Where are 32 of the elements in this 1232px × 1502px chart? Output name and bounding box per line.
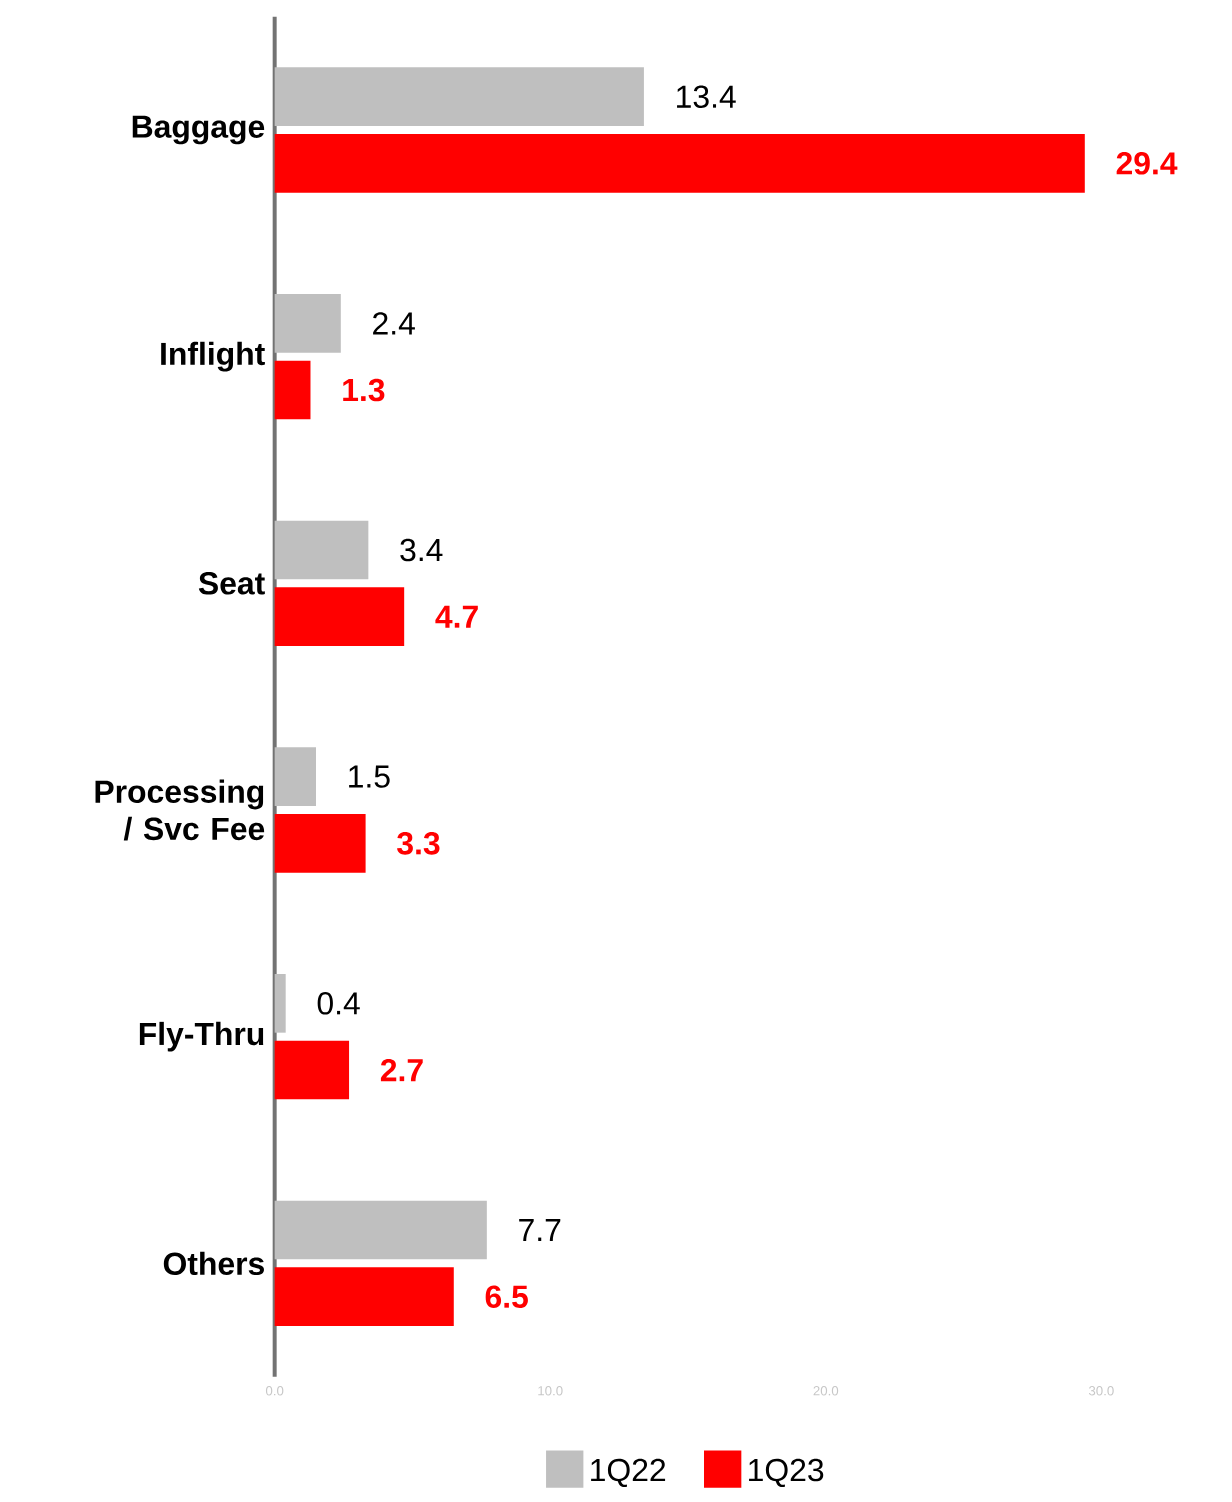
data-label: 2.4 [373,312,415,335]
data-label: 2.7 [380,1058,423,1082]
bar [274,67,644,127]
bar [274,134,1085,193]
data-label: 6.5 [485,1285,528,1308]
y-tick-label: Inflight [161,341,265,372]
data-label: 1.3 [343,378,385,402]
y-tick-label: Seat [198,572,265,595]
bar [274,360,311,420]
y-tick-label: Others [163,1251,264,1276]
legend-label: 1Q22 [591,1458,666,1488]
bar [274,1267,454,1327]
data-label: 4.7 [435,605,478,628]
y-tick-label: Fly-Thru [139,1021,264,1052]
data-label: 29.4 [1116,152,1178,175]
data-label: 13.4 [677,85,736,108]
bar [274,1200,487,1260]
bar [274,520,369,580]
bar [274,587,405,647]
data-label: 3.4 [400,538,443,562]
y-tick-label: Processing / Svc Fee [95,779,265,841]
y-tick-label: Baggage [132,115,265,145]
bar [274,974,286,1033]
data-label: 3.3 [397,832,440,855]
data-label: 7.7 [519,1219,561,1241]
data-label: 1.5 [349,765,390,788]
bar [274,1040,350,1100]
bar [274,814,366,873]
bar [274,294,341,353]
data-label: 0.4 [317,992,360,1015]
bar [274,747,316,807]
legend-label: 1Q23 [749,1458,824,1488]
